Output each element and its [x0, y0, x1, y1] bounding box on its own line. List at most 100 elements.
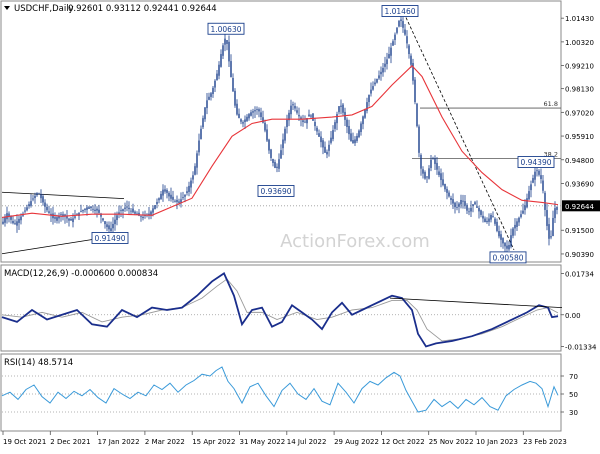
candle-body	[524, 205, 526, 211]
candle-body	[156, 201, 158, 205]
candle-body	[254, 110, 256, 112]
candle-body	[334, 122, 336, 129]
candle-body	[282, 139, 284, 149]
candle-body	[552, 217, 554, 237]
candle-body	[366, 102, 368, 111]
candle-body	[244, 119, 246, 122]
candle-body	[160, 193, 162, 200]
candle-body	[314, 121, 316, 127]
price-tick-label: 0.98130	[565, 86, 594, 94]
candle-body	[272, 158, 274, 163]
candle-body	[368, 94, 370, 103]
candle-body	[200, 128, 202, 139]
candle-body	[18, 218, 20, 223]
candle-body	[378, 75, 380, 79]
price-tick-label: 1.00320	[565, 39, 594, 47]
candle-body	[292, 104, 294, 106]
candle-body	[32, 198, 34, 200]
candle-body	[238, 113, 240, 119]
menu-triangle-icon[interactable]	[4, 6, 10, 10]
candle-body	[392, 41, 394, 46]
candle-body	[488, 218, 490, 222]
candle-body	[58, 215, 60, 219]
candle-body	[362, 116, 364, 125]
candle-body	[240, 119, 242, 122]
candle-body	[230, 61, 232, 78]
candle-body	[546, 210, 548, 226]
ohlc-readout: 0.92601 0.93112 0.92441 0.92644	[68, 4, 217, 14]
candle-body	[252, 111, 254, 113]
candle-body	[154, 205, 156, 210]
candle-body	[174, 200, 176, 202]
candle-body	[198, 140, 200, 153]
candle-body	[520, 214, 522, 218]
candle-body	[122, 209, 124, 212]
candle-body	[306, 118, 308, 124]
candle-body	[438, 171, 440, 176]
candle-body	[72, 218, 74, 223]
candle-body	[232, 77, 234, 92]
candle-body	[468, 211, 470, 213]
macd-line	[1, 271, 559, 348]
candle-body	[28, 204, 30, 207]
candle-body	[110, 228, 112, 231]
candle-body	[20, 216, 22, 221]
candle-body	[222, 45, 224, 56]
candle-body	[544, 192, 546, 210]
candle-body	[412, 63, 414, 81]
macd-tick-label: 0.01734	[565, 270, 594, 278]
candle-body	[332, 130, 334, 140]
price-annotation-box	[489, 251, 527, 264]
price-annotation-label: 1.01460	[384, 7, 415, 16]
candle-body	[168, 192, 170, 197]
candle-body	[44, 202, 46, 207]
candle-body	[246, 116, 248, 122]
candle-body	[164, 189, 166, 192]
candle-body	[550, 236, 552, 238]
price-tick-label: 0.99210	[565, 63, 594, 71]
candle-body	[340, 105, 342, 107]
candle-body	[464, 201, 466, 206]
candle-body	[288, 112, 290, 121]
candle-body	[454, 202, 456, 208]
price-annotation-label: 0.90580	[492, 253, 523, 262]
candle-body	[320, 136, 322, 143]
price-tick-label: 0.90390	[565, 251, 594, 259]
candle-body	[236, 103, 238, 115]
candle-body	[294, 105, 296, 109]
x-tick-label: 15 Apr 2022	[192, 438, 235, 446]
candle-body	[322, 140, 324, 148]
candle-body	[2, 221, 4, 224]
candle-body	[512, 228, 514, 236]
candle-body	[132, 208, 134, 213]
candle-body	[428, 168, 430, 179]
candle-body	[404, 29, 406, 35]
candle-body	[448, 192, 450, 197]
candle-body	[8, 213, 10, 217]
candle-body	[180, 199, 182, 203]
candle-body	[194, 166, 196, 175]
candle-body	[248, 114, 250, 119]
candle-body	[336, 114, 338, 124]
candle-body	[370, 89, 372, 94]
price-panel-title: USDCHF,Daily	[14, 4, 74, 14]
candle-body	[360, 123, 362, 132]
candle-body	[260, 112, 262, 118]
candle-body	[416, 103, 418, 127]
candle-body	[152, 208, 154, 213]
candle-body	[84, 208, 86, 210]
candle-body	[114, 219, 116, 225]
candle-body	[402, 21, 404, 28]
candle-body	[104, 221, 106, 225]
candle-body	[264, 122, 266, 131]
candle-body	[290, 105, 292, 115]
candle-body	[56, 217, 58, 221]
candle-body	[374, 82, 376, 85]
price-tick-label: 0.94800	[565, 157, 594, 165]
candle-body	[396, 27, 398, 33]
price-tick-label: 0.97020	[565, 109, 594, 117]
candle-body	[300, 117, 302, 120]
candle-body	[504, 242, 506, 247]
candle-body	[390, 47, 392, 56]
